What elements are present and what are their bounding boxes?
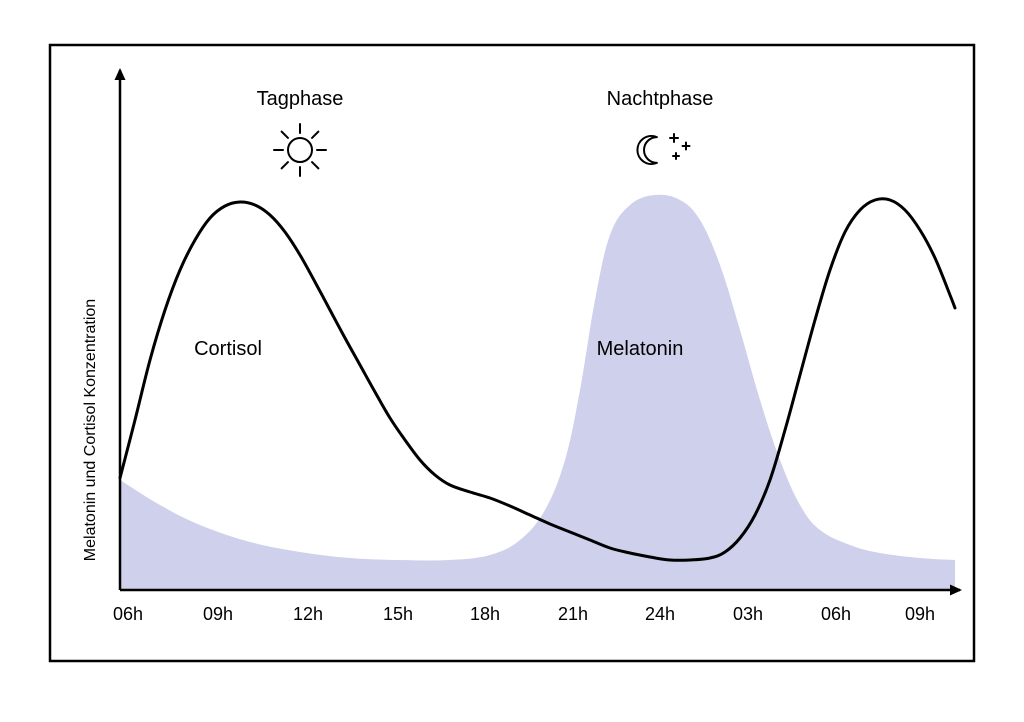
x-tick-label: 15h — [383, 604, 413, 624]
cortisol-line — [120, 199, 955, 561]
x-tick-label: 21h — [558, 604, 588, 624]
x-tick-label: 09h — [905, 604, 935, 624]
day-phase-label: Tagphase — [257, 88, 344, 110]
night-phase-label: Nachtphase — [607, 88, 714, 110]
x-tick-label: 12h — [293, 604, 323, 624]
melatonin-series-label: Melatonin — [597, 338, 684, 360]
x-tick-label: 06h — [113, 604, 143, 624]
x-tick-label: 03h — [733, 604, 763, 624]
cortisol-series-label: Cortisol — [194, 338, 262, 360]
chart-canvas: 06h 09h 12h 15h 18h 21h 24h 03h 06h 09h Melatonin… — [0, 0, 1024, 722]
y-axis-label: Melatonin und Cortisol Konzentration — [82, 299, 99, 561]
x-tick-label: 24h — [645, 604, 675, 624]
chart-svg: 06h 09h 12h 15h 18h 21h 24h 03h 06h 09h Melatonin… — [0, 0, 1024, 722]
x-tick-label: 09h — [203, 604, 233, 624]
x-tick-label: 06h — [821, 604, 851, 624]
axes — [115, 68, 963, 596]
x-tick-labels: 06h 09h 12h 15h 18h 21h 24h 03h 06h 09h — [113, 604, 935, 624]
melatonin-area — [120, 195, 955, 590]
x-tick-label: 18h — [470, 604, 500, 624]
sun-icon — [274, 124, 326, 176]
moon-icon — [637, 134, 689, 164]
